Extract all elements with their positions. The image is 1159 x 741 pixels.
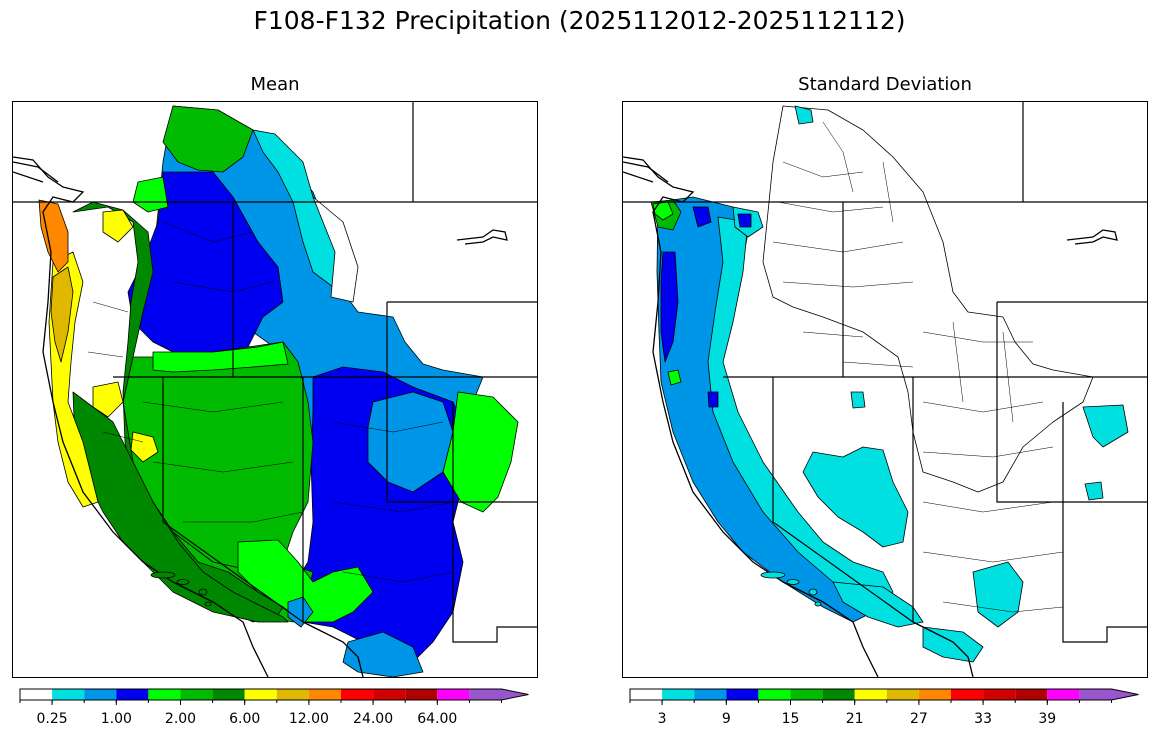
region-std-cyan-co: [1082, 404, 1129, 448]
stddev-colorbar-cell-12: [1015, 689, 1048, 700]
stddev-colorbar-cell-10: [951, 689, 984, 700]
mean-colorbar-tick-label: 6.00: [229, 711, 261, 727]
stddev-colorbar-cell-0: [630, 689, 663, 700]
stddev-colorbar-cell-1: [662, 689, 695, 700]
region-mean-gold-coast: [50, 266, 74, 363]
region-std-blue-north: [692, 206, 712, 228]
stddev-colorbar-cell-2: [694, 689, 727, 700]
stddev-colorbar-svg: [629, 688, 1139, 705]
mean-colorbar-cell-9: [308, 689, 341, 700]
mean-colorbar-cell-14: [469, 689, 529, 700]
mean-colorbar-cell-5: [180, 689, 213, 700]
stddev-panel-title: Standard Deviation: [798, 74, 972, 95]
mean-coastline: [13, 156, 508, 677]
stddev-colorbar-cell-3: [726, 689, 759, 700]
stddev-colorbar-cell-7: [854, 689, 887, 700]
mean-colorbar-tick-label: 1.00: [100, 711, 132, 727]
mean-colorbar-cell-3: [116, 689, 149, 700]
stddev-basin-lines: [772, 121, 1064, 613]
mean-colorbar-tick-label: 24.00: [353, 711, 394, 727]
region-mean-darkgreen-south: [72, 391, 289, 623]
region-std-cyan-nm: [972, 561, 1024, 628]
region-std-blue-coast: [660, 251, 679, 363]
mean-colorbar-tick-label: 2.00: [164, 711, 197, 727]
stddev-map-svg: [623, 102, 1147, 677]
mean-colorbar-tick-label: 12.00: [288, 711, 329, 727]
stddev-colorbar-outline: [629, 688, 1139, 701]
region-std-blue-or: [707, 391, 719, 408]
stddev-colorbar-tick-label: 39: [1038, 711, 1057, 727]
mean-colorbar-cell-8: [276, 689, 309, 700]
region-mean-lightblue-east: [367, 391, 454, 493]
mean-colorbar-cell-11: [373, 689, 406, 700]
region-std-cyan-ut: [850, 391, 866, 409]
stddev-colorbar-cell-9: [918, 689, 951, 700]
stddev-colorbar-cell-8: [886, 689, 919, 700]
stddev-colorbar-tick-label: 3: [657, 711, 667, 727]
mean-colorbar-cell-10: [341, 689, 374, 700]
stddev-map: [622, 101, 1148, 678]
stddev-colorbar-cell-11: [983, 689, 1016, 700]
mean-colorbar-tick-label: 0.25: [36, 711, 68, 727]
stddev-state-lines: [623, 102, 1147, 643]
region-std-cyan-co2: [1084, 481, 1104, 501]
region-std-blue-nw2: [737, 213, 752, 228]
region-std-white-interior: [762, 105, 1094, 493]
stddev-colorbar-cell-13: [1047, 689, 1080, 700]
region-mean-orange-coast: [38, 199, 69, 273]
region-mean-lightblue-south2: [287, 596, 314, 628]
mean-colorbar-cell-0: [20, 689, 53, 700]
stddev-colorbar-cell-4: [758, 689, 791, 700]
region-std-cyan-se: [922, 626, 984, 663]
stddev-channel-islands: [760, 571, 822, 607]
stddev-colorbar-tick-label: 21: [845, 711, 864, 727]
mean-colorbar-cell-12: [405, 689, 438, 700]
mean-colorbar-cell-6: [212, 689, 245, 700]
region-mean-white-ne: [312, 196, 359, 303]
region-mean-yellow-north: [102, 209, 134, 243]
figure-title: F108-F132 Precipitation (2025112012-2025…: [253, 6, 906, 35]
region-std-cyan-south: [832, 581, 924, 628]
stddev-coastline: [623, 156, 1118, 677]
region-mean-green-north: [162, 105, 254, 173]
region-mean-yellow-south: [130, 431, 159, 463]
mean-colorbar-cell-7: [244, 689, 277, 700]
mean-colorbar-tick-label: 64.00: [417, 711, 458, 727]
region-mean-yellow-mid: [92, 381, 124, 418]
region-mean-lightblue-south: [342, 631, 424, 677]
region-mean-brightgreen-mid: [152, 341, 289, 373]
region-mean-brightgreen-north: [132, 176, 169, 213]
stddev-colorbar-tick-label: 33: [974, 711, 993, 727]
mean-colorbar: [19, 688, 532, 705]
mean-panel-title: Mean: [250, 74, 300, 95]
stddev-colorbar-tick-label: 9: [721, 711, 731, 727]
mean-colorbar-cell-1: [52, 689, 85, 700]
region-std-cyan-sierra: [802, 446, 909, 548]
mean-colorbar-cell-4: [148, 689, 181, 700]
stddev-colorbar-tick-label: 27: [909, 711, 928, 727]
mean-map: [12, 101, 538, 678]
mean-map-svg: [13, 102, 537, 677]
mean-colorbar-svg: [19, 688, 529, 705]
region-mean-brightgreen-east: [442, 391, 519, 513]
mean-state-lines: [13, 102, 537, 643]
mean-colorbar-outline: [19, 688, 529, 701]
stddev-colorbar-cell-5: [790, 689, 823, 700]
stddev-colorbar-cell-14: [1079, 689, 1139, 700]
mean-colorbar-cell-13: [437, 689, 470, 700]
stddev-colorbar-cell-6: [822, 689, 855, 700]
region-std-brightgreen-coast: [667, 369, 682, 386]
stddev-colorbar-tick-label: 15: [781, 711, 800, 727]
mean-channel-islands: [150, 571, 212, 607]
stddev-colorbar: [629, 688, 1142, 705]
region-std-cyan-n: [794, 105, 814, 125]
mean-colorbar-cell-2: [84, 689, 117, 700]
